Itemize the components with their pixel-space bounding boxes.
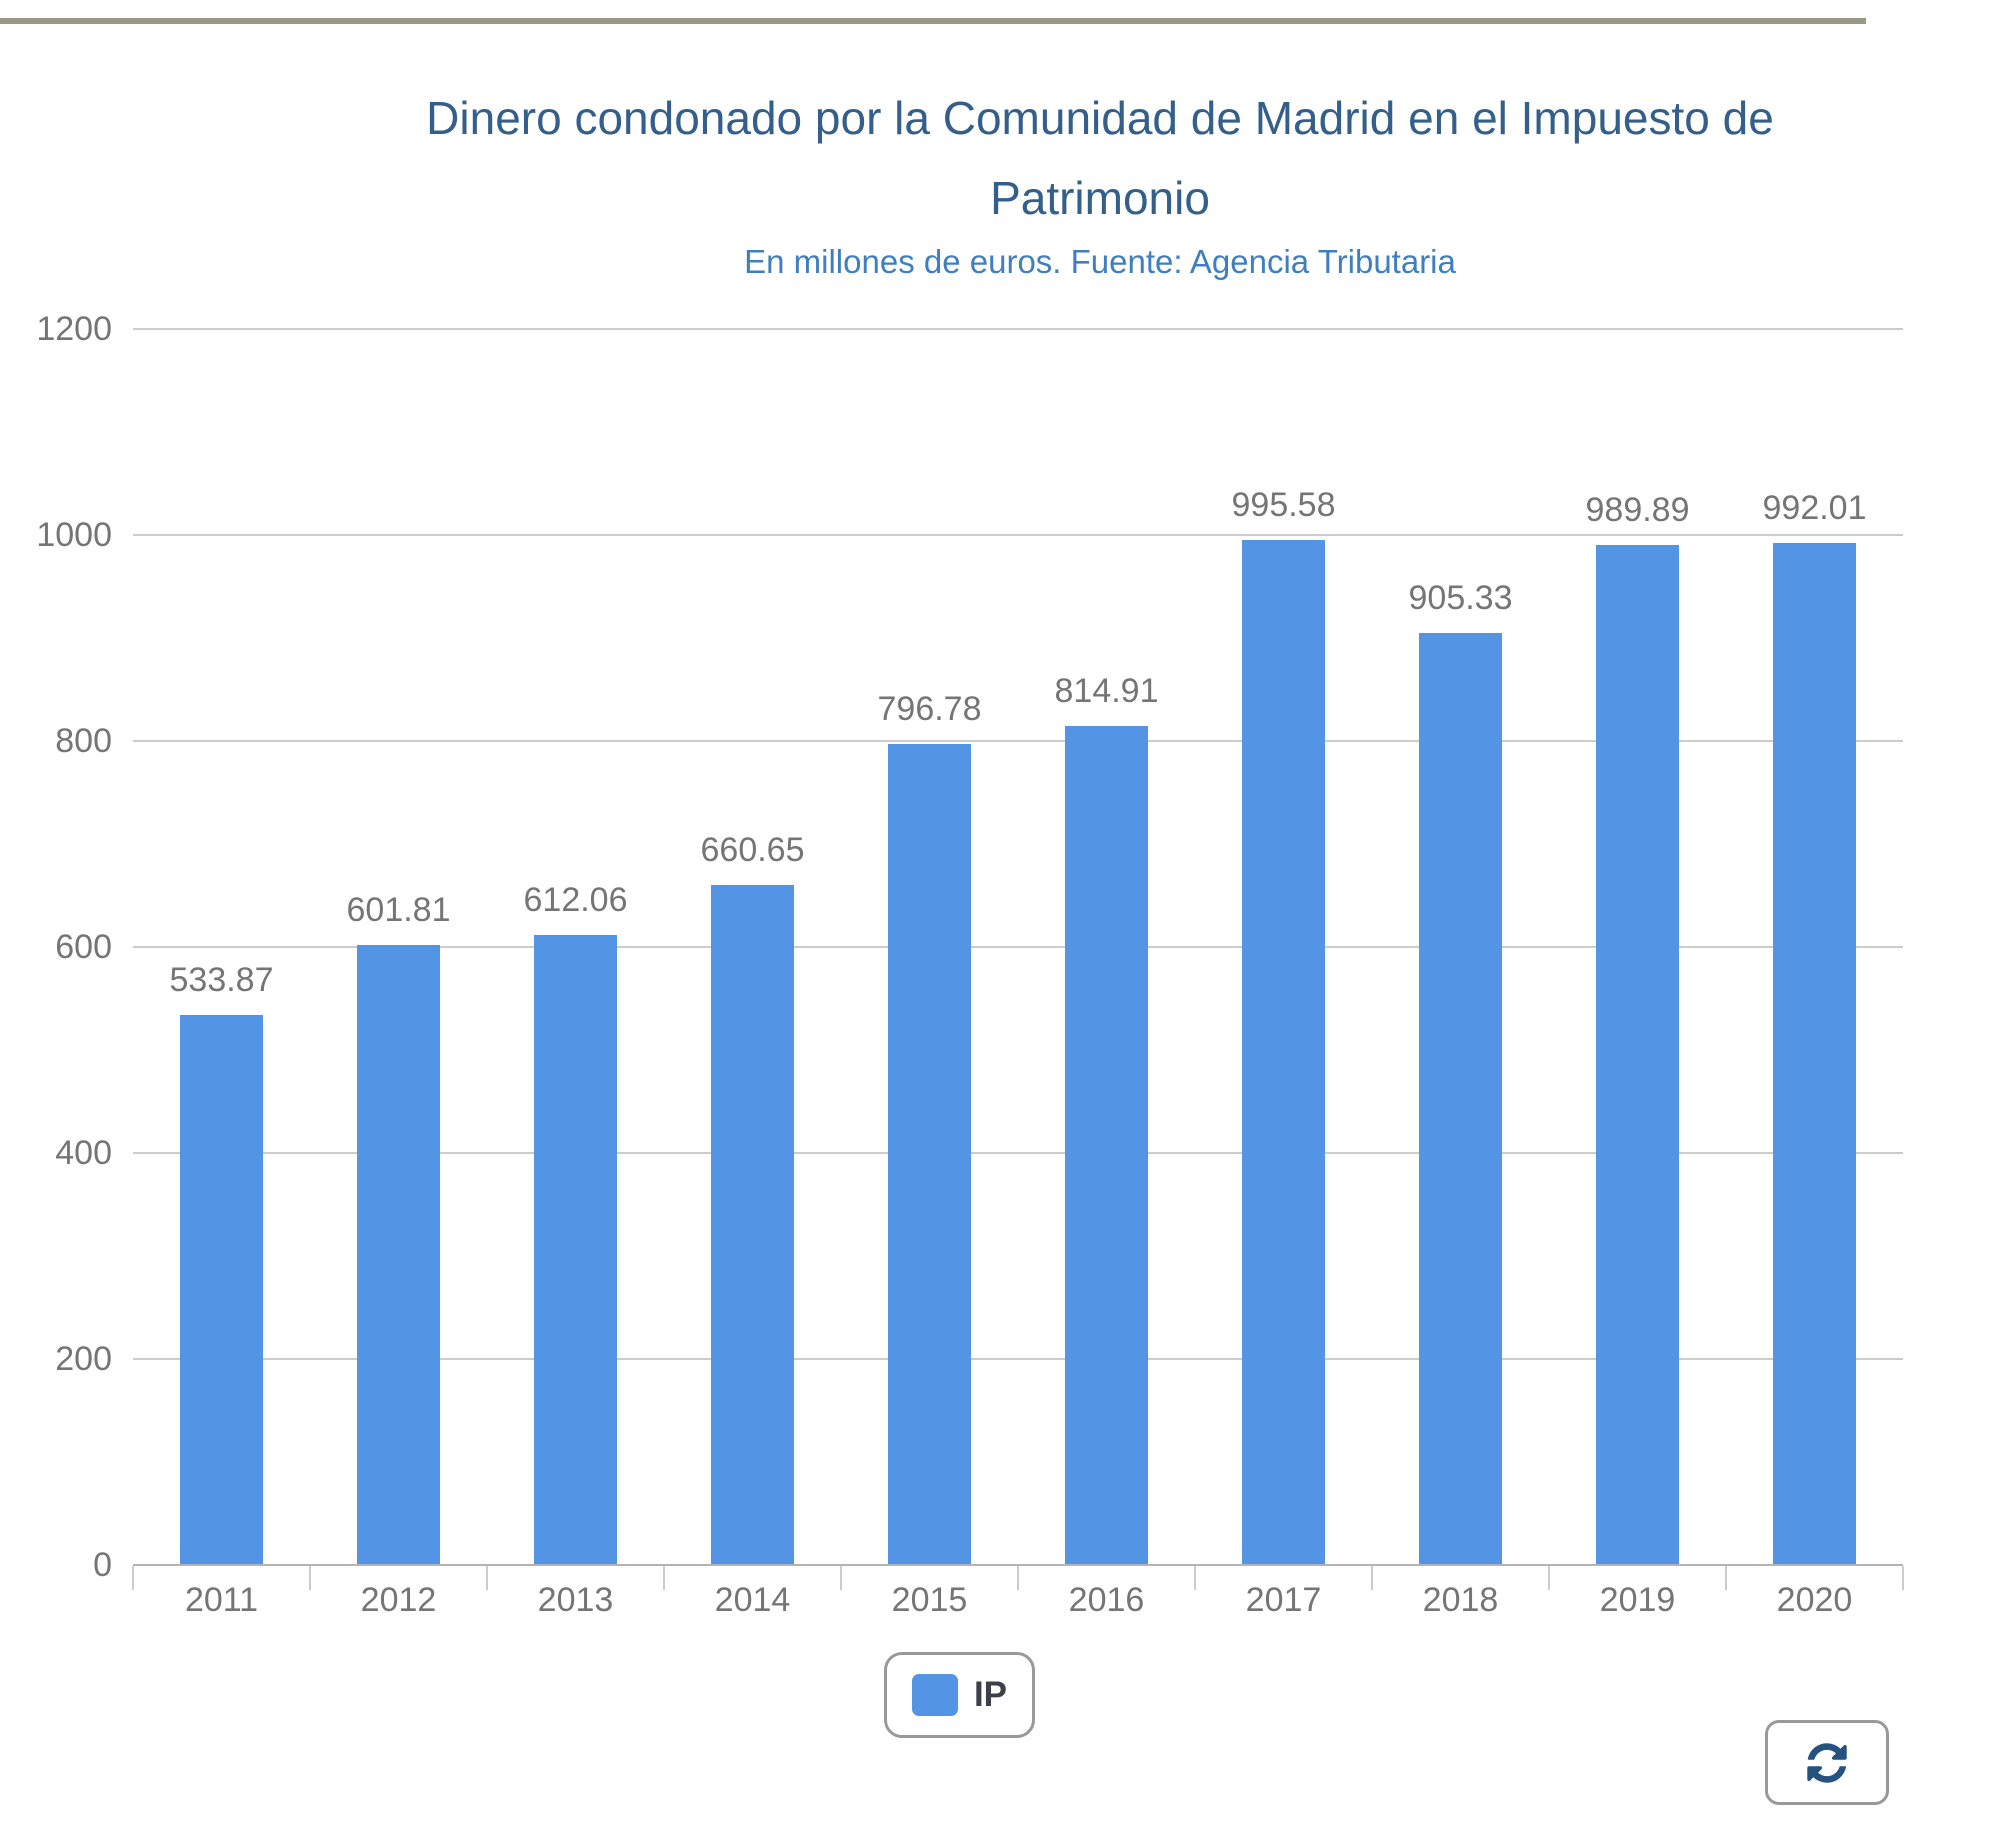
- legend-item-ip[interactable]: IP: [884, 1652, 1035, 1738]
- bar-value-label-2014: 660.65: [700, 830, 805, 869]
- x-axis-tick: [132, 1566, 134, 1590]
- legend-label: IP: [973, 1675, 1008, 1714]
- x-axis-label-2012: 2012: [360, 1581, 437, 1619]
- x-axis-tick: [486, 1566, 488, 1590]
- gridline-1000: [133, 534, 1903, 536]
- x-axis-tick: [663, 1566, 665, 1590]
- gridline-600: [133, 946, 1903, 948]
- x-axis-tick: [1548, 1566, 1550, 1590]
- bar-2011[interactable]: [180, 1015, 263, 1565]
- y-axis-label-600: 600: [55, 928, 112, 966]
- chart-subtitle: En millones de euros. Fuente: Agencia Tr…: [744, 243, 1456, 280]
- bar-value-label-2012: 601.81: [346, 891, 451, 930]
- bar-2016[interactable]: [1065, 725, 1148, 1565]
- bar-2017[interactable]: [1242, 539, 1325, 1565]
- x-axis-tick: [1017, 1566, 1019, 1590]
- gridline-400: [133, 1152, 1903, 1154]
- bar-2015[interactable]: [888, 744, 971, 1565]
- bar-value-label-2017: 995.58: [1231, 485, 1336, 524]
- x-axis-tick: [1194, 1566, 1196, 1590]
- x-axis-label-2011: 2011: [184, 1581, 259, 1619]
- bar-2013[interactable]: [534, 934, 617, 1565]
- y-axis-label-200: 200: [55, 1340, 112, 1378]
- x-axis-tick: [309, 1566, 311, 1590]
- legend-swatch-icon: [911, 1674, 958, 1716]
- bar-2012[interactable]: [357, 945, 440, 1565]
- y-axis-label-0: 0: [93, 1546, 112, 1584]
- bar-2020[interactable]: [1773, 543, 1856, 1565]
- gridline-200: [133, 1358, 1903, 1360]
- x-axis-label-2017: 2017: [1245, 1581, 1322, 1619]
- y-axis-label-800: 800: [55, 722, 112, 760]
- top-divider-rule: [0, 18, 1866, 24]
- y-axis-label-1000: 1000: [36, 516, 112, 554]
- bar-value-label-2013: 612.06: [523, 880, 628, 919]
- gridline-1200: [133, 328, 1903, 330]
- x-axis-tick: [1902, 1566, 1904, 1590]
- y-axis-label-1200: 1200: [36, 310, 112, 348]
- x-axis-tick: [840, 1566, 842, 1590]
- bar-2014[interactable]: [711, 884, 794, 1565]
- bar-value-label-2015: 796.78: [877, 690, 982, 729]
- x-axis-label-2015: 2015: [891, 1581, 968, 1619]
- x-axis-tick: [1725, 1566, 1727, 1590]
- chart-title: Dinero condonado por la Comunidad de Mad…: [426, 92, 1774, 224]
- bar-value-label-2011: 533.87: [169, 961, 274, 1000]
- y-axis-label-400: 400: [55, 1134, 112, 1172]
- x-axis-label-2020: 2020: [1776, 1581, 1853, 1619]
- x-axis-tick: [1371, 1566, 1373, 1590]
- bar-2019[interactable]: [1596, 545, 1679, 1565]
- bar-value-label-2019: 989.89: [1585, 491, 1690, 530]
- x-axis-label-2018: 2018: [1422, 1581, 1499, 1619]
- x-axis-label-2019: 2019: [1599, 1581, 1676, 1619]
- x-axis-label-2016: 2016: [1068, 1581, 1145, 1619]
- x-axis-label-2013: 2013: [537, 1581, 614, 1619]
- gridline-0: [133, 1564, 1903, 1566]
- gridline-800: [133, 740, 1903, 742]
- refresh-button[interactable]: [1765, 1720, 1889, 1805]
- x-axis-label-2014: 2014: [714, 1581, 791, 1619]
- refresh-icon: [1807, 1742, 1847, 1783]
- bar-2018[interactable]: [1419, 632, 1502, 1565]
- bar-value-label-2018: 905.33: [1408, 578, 1513, 617]
- bar-value-label-2016: 814.91: [1054, 671, 1159, 710]
- bar-value-label-2020: 992.01: [1762, 489, 1867, 528]
